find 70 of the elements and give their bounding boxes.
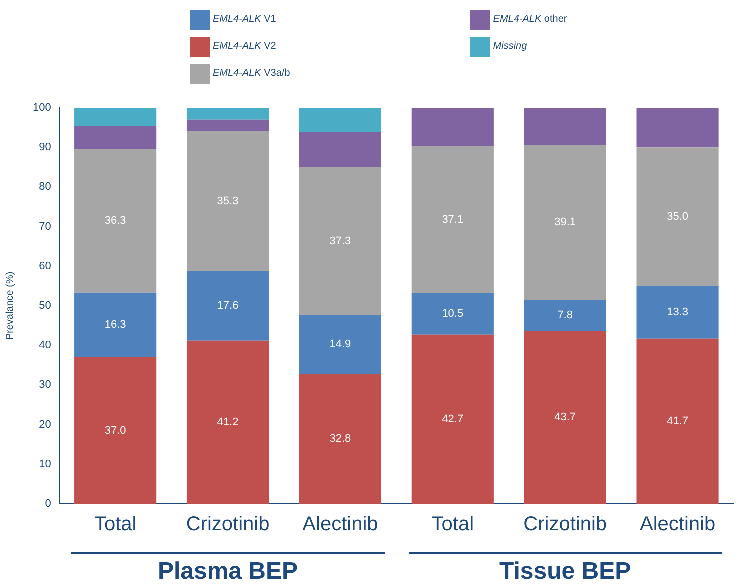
bar	[524, 108, 606, 146]
x-tick-label: Total	[94, 514, 137, 536]
y-tick-label: 60	[39, 260, 52, 272]
x-tick-label: Crizotinib	[186, 514, 270, 536]
data-label: 37.0	[104, 424, 126, 437]
bar	[74, 108, 157, 126]
data-label: 43.7	[554, 412, 576, 424]
y-tick-label: 50	[39, 300, 52, 312]
data-label: 41.2	[217, 416, 239, 428]
data-label: 16.3	[104, 319, 126, 332]
bar	[299, 167, 382, 316]
bar	[636, 338, 719, 504]
bar	[524, 145, 606, 300]
data-label: 39.1	[554, 216, 576, 229]
x-tick-label: Crizotinib	[524, 514, 608, 536]
bar	[524, 330, 606, 504]
data-label: 42.7	[442, 413, 464, 426]
data-label: 41.7	[667, 415, 688, 428]
bar	[636, 108, 719, 148]
y-tick-label: 0	[45, 498, 52, 510]
bar	[186, 271, 270, 341]
bar	[412, 108, 494, 146]
data-label: 35.3	[217, 195, 239, 208]
bar	[74, 126, 157, 150]
data-label: 35.0	[667, 210, 688, 223]
bar	[299, 374, 382, 504]
y-tick-label: 30	[39, 379, 52, 392]
y-tick-label: 10	[39, 458, 52, 470]
bar	[186, 120, 270, 132]
data-label: 17.6	[217, 300, 239, 312]
y-tick-label: 80	[39, 181, 52, 194]
legend-label: EML4-ALK V2	[213, 41, 276, 52]
y-tick-label: 90	[39, 142, 52, 154]
data-label: 37.3	[330, 235, 352, 248]
data-label: 10.5	[442, 308, 464, 320]
data-label: 7.8	[558, 310, 573, 322]
bar	[524, 300, 606, 331]
bar	[412, 146, 494, 294]
bar	[636, 148, 719, 286]
bar	[186, 131, 270, 272]
y-axis-title: Prevalance (%)	[4, 272, 16, 340]
bar	[412, 334, 494, 504]
y-tick-label: 70	[39, 220, 52, 233]
data-label: 14.9	[330, 338, 352, 351]
bar	[299, 132, 382, 168]
y-tick-label: 20	[39, 418, 52, 431]
bar	[74, 292, 157, 358]
x-tick-label: Total	[432, 514, 474, 536]
bar	[299, 108, 382, 132]
legend-label: EML4-ALK V1	[213, 14, 276, 25]
x-tick-label: Alectinib	[640, 514, 716, 536]
bar	[299, 315, 382, 374]
x-tick-label: Alectinib	[302, 514, 378, 536]
bar	[412, 293, 494, 335]
data-label: 13.3	[667, 306, 688, 319]
text: Plasma BEP	[156, 558, 300, 586]
legend-label: Missing	[493, 41, 528, 52]
y-tick-label: 100	[32, 102, 52, 114]
data-label: 36.3	[104, 215, 126, 228]
legend-label: EML4-ALK other	[493, 14, 568, 25]
data-label: 32.8	[330, 433, 352, 446]
text: Tissue BEP	[498, 558, 632, 586]
data-label: 37.1	[442, 214, 464, 226]
legend-label: EML4-ALK V3a/b	[213, 68, 290, 79]
bar	[636, 286, 719, 339]
bar	[74, 357, 157, 504]
y-tick-label: 40	[39, 340, 52, 352]
bar	[186, 108, 270, 120]
bar	[186, 340, 270, 504]
bar	[74, 149, 157, 293]
